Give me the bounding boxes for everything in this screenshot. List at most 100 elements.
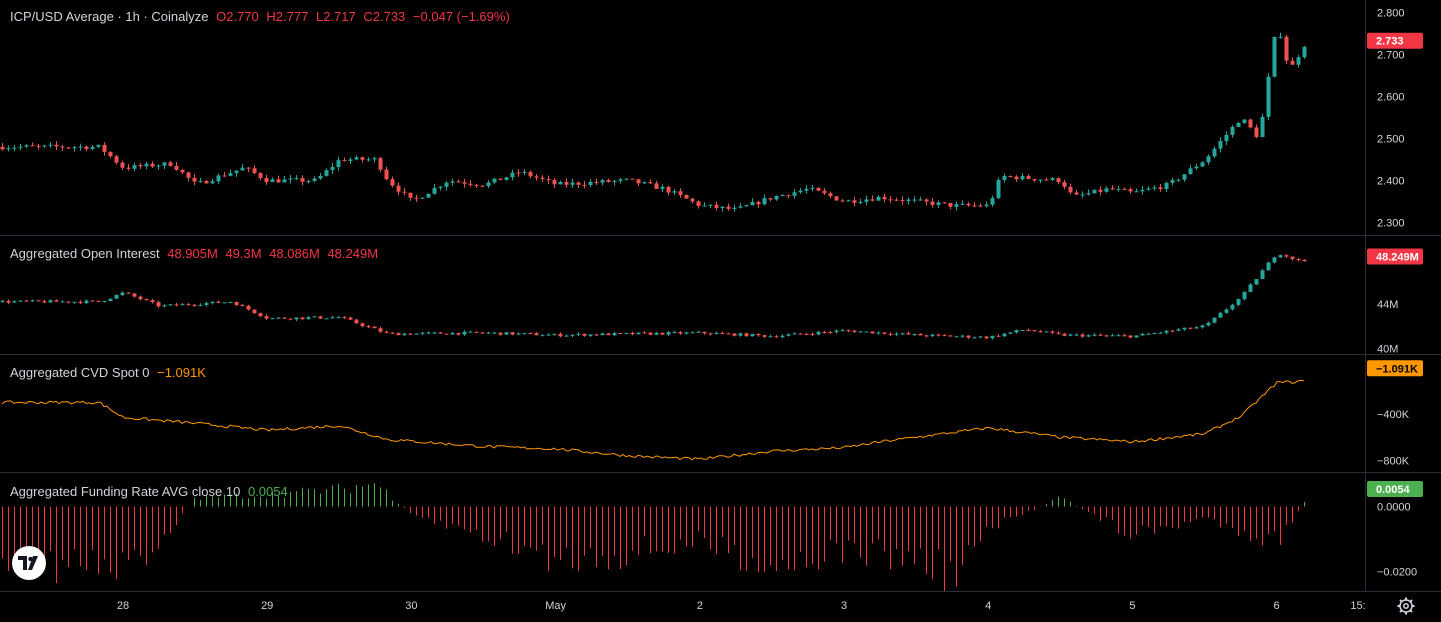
price-candle <box>1068 186 1073 193</box>
oi-candle <box>360 323 365 327</box>
price-candle <box>372 158 377 160</box>
oi-candle <box>1020 330 1025 332</box>
price-candle <box>774 196 779 200</box>
price-candle <box>96 144 101 147</box>
time-axis[interactable]: 28 29 30 May 2 3 4 5 6 15: <box>117 600 1366 612</box>
oi-candle <box>420 332 425 334</box>
price-candle <box>1188 168 1193 175</box>
price-candle <box>360 157 365 160</box>
oi-candle <box>402 333 407 336</box>
price-title: ICP/USD Average · 1h · Coinalyze <box>10 9 209 24</box>
price-candle <box>156 165 161 167</box>
price-candle <box>1278 36 1283 38</box>
price-candle <box>120 162 125 168</box>
oi-candle <box>888 333 893 335</box>
oi-candle <box>144 299 149 301</box>
price-candle <box>90 146 95 150</box>
oi-candle <box>828 332 833 334</box>
price-low: 2.717 <box>323 9 356 24</box>
oi-candle <box>786 334 791 336</box>
oi-candle <box>216 301 221 303</box>
price-candle <box>1122 188 1127 190</box>
price-candle <box>1206 156 1211 163</box>
price-candle <box>558 182 563 185</box>
axis-tick-label: 2.800 <box>1377 8 1405 20</box>
price-candle <box>960 203 965 205</box>
price-candle <box>138 165 143 167</box>
price-candle <box>1272 36 1277 77</box>
gear-icon[interactable] <box>1396 596 1416 616</box>
price-candle <box>108 151 113 157</box>
oi-candle <box>1122 335 1127 337</box>
price-candle <box>1290 60 1295 65</box>
oi-candle <box>240 305 245 307</box>
price-candle <box>318 175 323 179</box>
price-candle <box>288 178 293 180</box>
oi-candle <box>288 318 293 320</box>
price-axis[interactable]: 2.800 2.700 2.600 2.500 2.400 2.300 44M 40M −400… <box>1367 8 1423 579</box>
oi-candle <box>924 335 929 337</box>
price-candle <box>222 175 227 177</box>
oi-candle <box>252 309 257 314</box>
tradingview-logo-icon[interactable] <box>12 546 46 580</box>
oi-candle <box>396 333 401 336</box>
oi-candle <box>528 333 533 335</box>
price-candle <box>186 172 191 178</box>
price-candle <box>582 184 587 186</box>
price-candle <box>678 191 683 195</box>
price-candle <box>270 179 275 182</box>
price-candle <box>42 145 47 147</box>
funding-legend: Aggregated Funding Rate AVG close 10 0.0… <box>10 484 288 499</box>
oi-candle <box>1146 333 1151 335</box>
pane-separators[interactable] <box>0 0 1441 592</box>
funding-tag-bg <box>1367 480 1423 497</box>
oi-candle <box>366 326 371 328</box>
oi-candle <box>588 334 593 336</box>
price-candle <box>66 147 71 149</box>
price-candle <box>756 201 761 205</box>
axis-tick-label: 2.600 <box>1377 92 1405 104</box>
oi-candle <box>1224 309 1229 313</box>
price-candle <box>750 201 755 206</box>
oi-candle <box>660 332 665 335</box>
oi-candle <box>1296 258 1301 260</box>
price-candle <box>114 156 119 163</box>
oi-candle <box>1182 327 1187 330</box>
price-candle <box>24 145 29 147</box>
price-candle <box>348 159 353 161</box>
oi-candle <box>1086 335 1091 337</box>
oi-candle <box>870 331 875 334</box>
price-candle <box>30 145 35 147</box>
price-candle <box>1008 175 1013 177</box>
price-tag: 2.733 <box>1376 36 1404 48</box>
oi-candle <box>12 301 17 303</box>
price-candle <box>510 172 515 178</box>
oi-candle <box>486 332 491 334</box>
price-candle <box>1050 178 1055 180</box>
price-candle <box>888 199 893 201</box>
oi-candle <box>318 316 323 319</box>
oi-candle <box>834 330 839 333</box>
oi-candle <box>690 332 695 334</box>
oi-candle <box>1248 284 1253 292</box>
price-candle <box>936 202 941 205</box>
oi-candle <box>210 301 215 304</box>
price-candle <box>336 160 341 167</box>
oi-close: 48.249M <box>327 246 379 261</box>
price-candle <box>762 198 767 205</box>
oi-candle <box>450 332 455 335</box>
axis-tick-label: 2.300 <box>1377 217 1405 229</box>
oi-candle <box>312 316 317 318</box>
price-candle <box>246 167 251 169</box>
price-candle <box>48 144 53 146</box>
price-candle <box>984 204 989 207</box>
oi-candle <box>1242 291 1247 300</box>
oi-candle <box>840 330 845 332</box>
oi-candle <box>1116 335 1121 337</box>
oi-candle <box>774 336 779 338</box>
price-candle <box>810 187 815 189</box>
oi-candle <box>324 318 329 320</box>
cvd-tag-bg <box>1367 360 1423 377</box>
oi-candle <box>192 304 197 306</box>
